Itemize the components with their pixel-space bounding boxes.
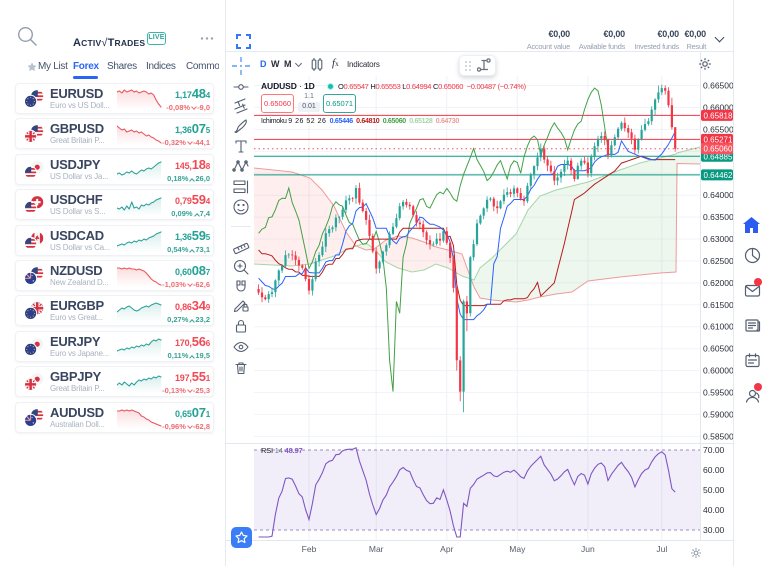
svg-text:30.00: 30.00	[703, 525, 725, 535]
svg-text:Mar: Mar	[369, 544, 384, 554]
svg-text:Feb: Feb	[302, 544, 317, 554]
svg-text:0.58500: 0.58500	[703, 431, 733, 441]
svg-text:0.65060: 0.65060	[704, 145, 733, 154]
svg-text:Jul: Jul	[656, 544, 667, 554]
svg-text:0.65500: 0.65500	[703, 124, 733, 134]
svg-text:50.00: 50.00	[703, 485, 725, 495]
svg-text:0.62500: 0.62500	[703, 256, 733, 266]
svg-text:Jun: Jun	[581, 544, 595, 554]
svg-text:0.64885: 0.64885	[704, 152, 733, 161]
svg-text:0.65271: 0.65271	[704, 135, 733, 144]
svg-text:0.65818: 0.65818	[704, 111, 733, 120]
svg-text:0.60500: 0.60500	[703, 344, 733, 354]
svg-text:0.61000: 0.61000	[703, 322, 733, 332]
svg-text:0.62000: 0.62000	[703, 278, 733, 288]
svg-text:40.00: 40.00	[703, 505, 725, 515]
svg-text:60.00: 60.00	[703, 465, 725, 475]
svg-text:0.63000: 0.63000	[703, 234, 733, 244]
svg-text:0.59000: 0.59000	[703, 410, 733, 420]
svg-text:0.60000: 0.60000	[703, 366, 733, 376]
svg-text:Apr: Apr	[440, 544, 453, 554]
svg-text:May: May	[509, 544, 526, 554]
svg-text:70.00: 70.00	[703, 445, 725, 455]
svg-text:0.66500: 0.66500	[703, 81, 733, 91]
svg-text:0.59500: 0.59500	[703, 388, 733, 398]
svg-text:0.64462: 0.64462	[704, 171, 733, 180]
svg-text:0.61500: 0.61500	[703, 300, 733, 310]
svg-text:0.63500: 0.63500	[703, 212, 733, 222]
svg-text:0.66000: 0.66000	[703, 102, 733, 112]
svg-text:0.64000: 0.64000	[703, 190, 733, 200]
